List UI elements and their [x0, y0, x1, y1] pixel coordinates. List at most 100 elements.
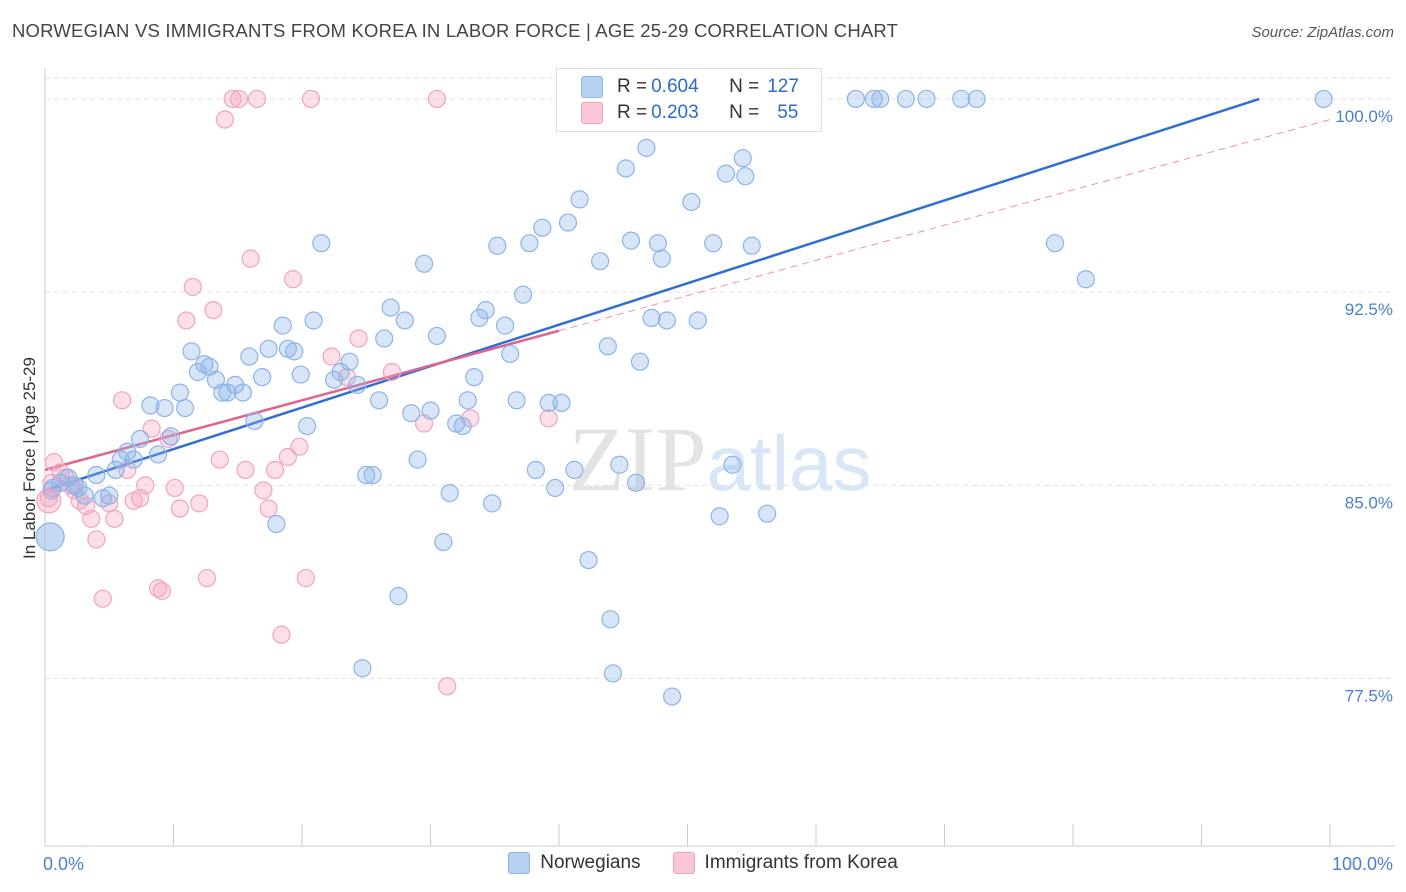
data-point — [565, 460, 584, 479]
data-point — [273, 316, 292, 335]
legend-n-label: N = — [729, 76, 760, 97]
data-point — [453, 416, 472, 436]
data-point — [598, 337, 617, 356]
data-point — [100, 486, 119, 505]
data-point — [240, 347, 259, 366]
data-point — [197, 568, 217, 588]
data-point — [105, 509, 124, 528]
data-point — [570, 190, 589, 209]
data-point — [637, 138, 656, 157]
data-point — [210, 450, 229, 469]
data-point — [87, 465, 106, 485]
data-point — [408, 450, 427, 469]
data-point — [296, 568, 315, 588]
series-0 — [42, 89, 1333, 706]
data-point — [272, 625, 291, 644]
data-point — [175, 398, 195, 418]
data-point — [1045, 234, 1065, 253]
data-point — [265, 460, 285, 479]
data-point — [340, 352, 359, 371]
chart-source: Source: ZipAtlas.com — [1251, 24, 1394, 41]
data-point — [483, 494, 502, 513]
data-point — [507, 391, 526, 410]
data-point — [434, 532, 453, 552]
data-point — [846, 89, 865, 109]
data-point — [742, 236, 761, 255]
data-point — [161, 427, 181, 446]
data-point — [427, 89, 447, 109]
data-point — [917, 89, 936, 109]
data-point — [601, 610, 620, 629]
legend-n-value: 127 — [767, 76, 799, 97]
data-point — [141, 396, 160, 415]
data-point — [603, 664, 623, 683]
data-point — [438, 677, 457, 696]
series-legend: Norwegians Immigrants from Korea — [0, 852, 1406, 874]
data-point — [533, 218, 552, 237]
x-tick-label: 100.0% — [1332, 854, 1393, 874]
data-point — [558, 213, 578, 232]
data-point — [312, 234, 331, 253]
legend-n-value: 55 — [777, 102, 799, 123]
data-point — [621, 231, 641, 250]
data-point — [106, 460, 125, 479]
data-point — [652, 249, 671, 268]
data-point — [370, 391, 389, 410]
data-point — [864, 89, 883, 109]
data-point — [93, 589, 112, 608]
y-tick-label: 77.5% — [1345, 687, 1393, 706]
trend-line-korea — [44, 329, 560, 472]
data-point — [148, 445, 168, 464]
series-legend-norwegians[interactable]: Norwegians — [508, 852, 641, 874]
data-point — [723, 455, 742, 474]
data-point — [657, 311, 677, 330]
data-point — [375, 329, 394, 348]
trend-extension-korea — [558, 119, 1331, 332]
data-point — [871, 89, 890, 109]
data-point — [591, 252, 610, 271]
legend-swatch-korea — [581, 102, 603, 124]
data-point — [414, 254, 434, 273]
data-point — [226, 375, 245, 394]
data-point — [136, 476, 155, 495]
legend-r-value: 0.604 — [651, 76, 699, 97]
series-label-norwegians: Norwegians — [540, 852, 641, 873]
data-point — [87, 530, 106, 549]
data-point — [513, 285, 533, 304]
data-point — [381, 298, 400, 317]
data-point — [967, 89, 986, 109]
data-point — [215, 110, 234, 129]
data-point — [322, 347, 341, 366]
legend-swatch-norwegians — [581, 76, 603, 98]
data-point — [259, 499, 278, 518]
data-point — [290, 437, 309, 456]
data-point — [736, 167, 755, 186]
data-point — [195, 355, 214, 374]
data-point — [363, 465, 382, 485]
data-point — [267, 514, 286, 534]
data-point — [495, 316, 515, 335]
data-point — [298, 416, 317, 436]
data-point — [421, 401, 440, 420]
data-point — [546, 478, 565, 498]
data-point — [682, 192, 701, 212]
data-point — [170, 383, 190, 402]
data-point — [1314, 89, 1333, 109]
y-tick-label: 100.0% — [1335, 107, 1393, 126]
data-point — [155, 398, 174, 418]
data-point — [233, 383, 252, 402]
data-point — [278, 447, 297, 467]
data-point — [283, 270, 303, 289]
data-point — [610, 455, 629, 474]
series-swatch-norwegians — [508, 852, 531, 874]
data-point — [539, 393, 558, 413]
series-legend-korea[interactable]: Immigrants from Korea — [672, 852, 898, 874]
data-point — [952, 89, 971, 109]
data-point — [152, 581, 172, 601]
y-tick-label: 92.5% — [1345, 300, 1393, 319]
data-point — [304, 311, 323, 330]
data-point — [642, 308, 661, 327]
data-point — [285, 342, 304, 361]
data-point — [520, 234, 539, 253]
data-point — [648, 234, 668, 253]
